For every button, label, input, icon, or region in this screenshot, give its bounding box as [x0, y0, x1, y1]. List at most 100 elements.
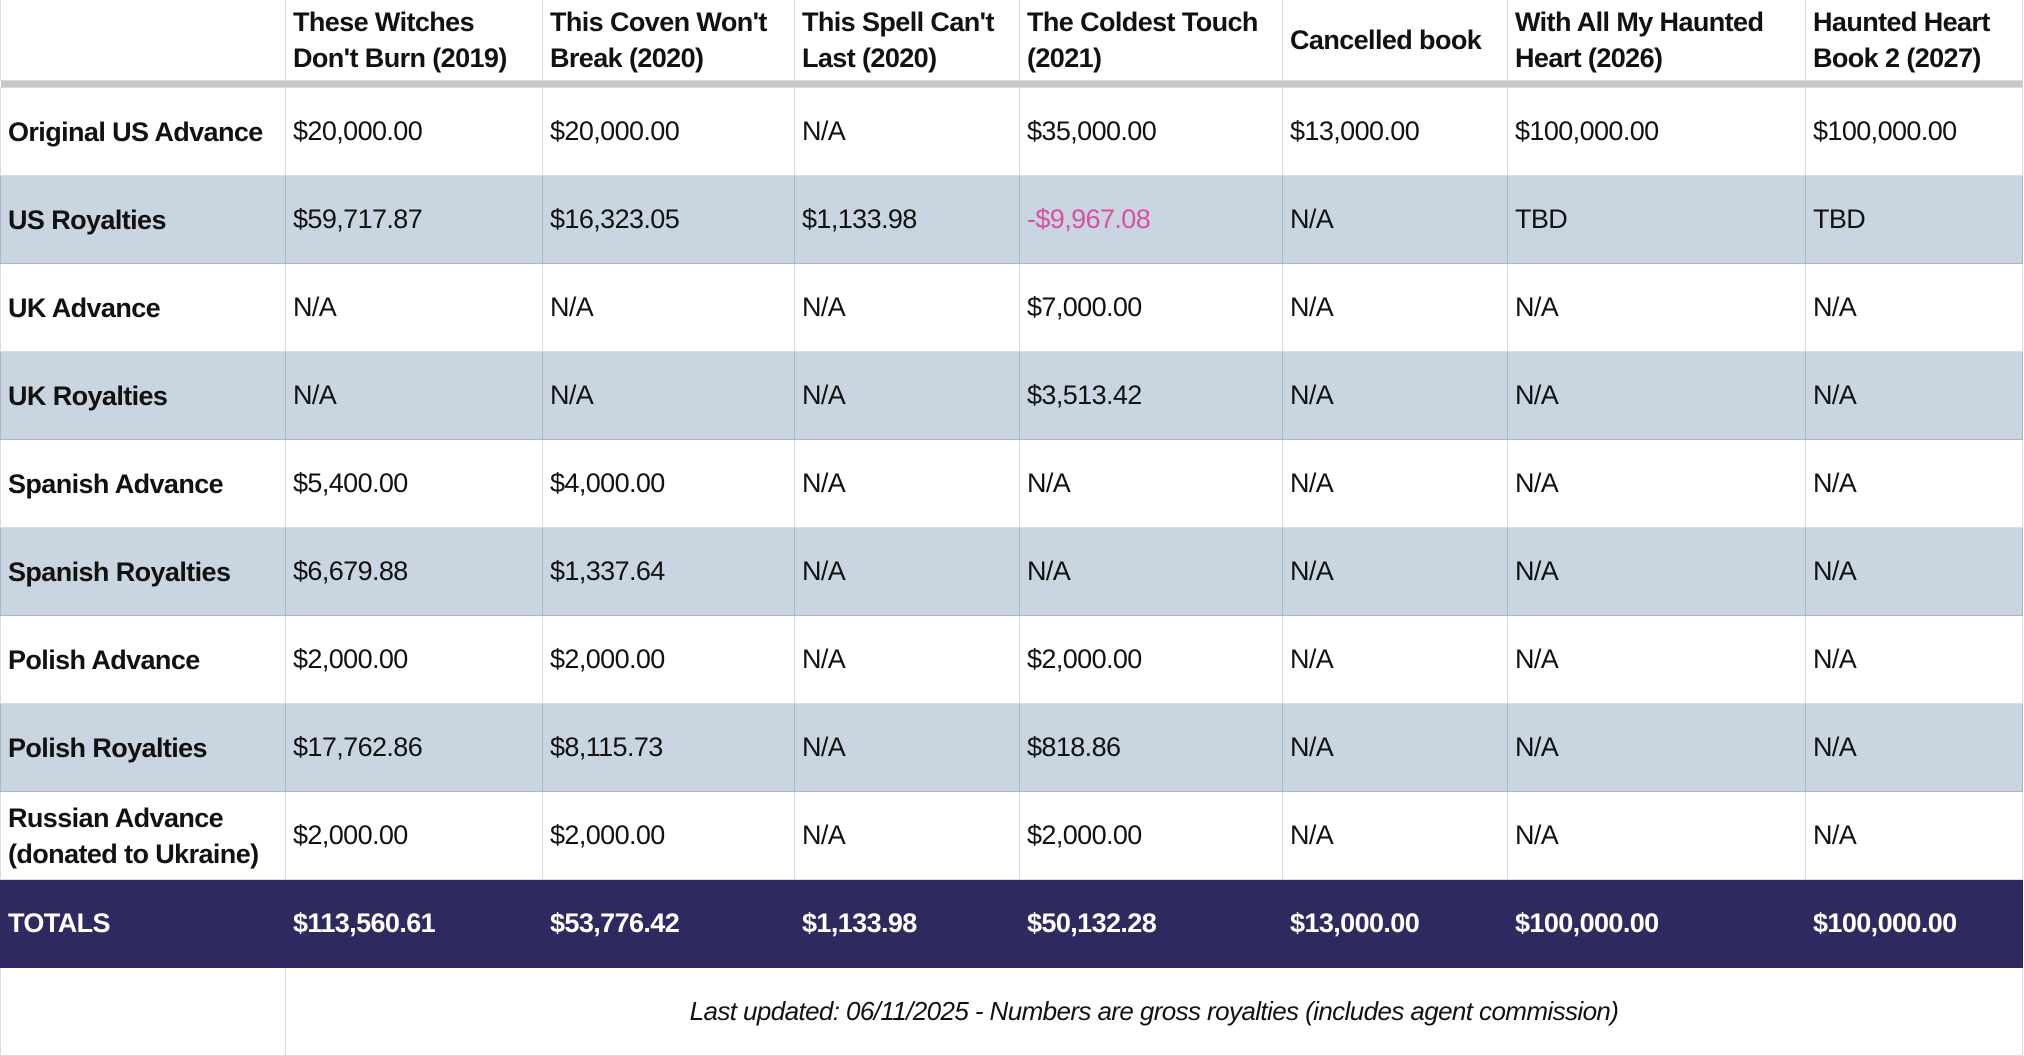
table-cell: N/A: [542, 263, 795, 352]
table-cell: $2,000.00: [1019, 615, 1283, 704]
table-cell: N/A: [1282, 615, 1508, 704]
table-cell: N/A: [794, 87, 1020, 176]
table-cell: $17,762.86: [285, 703, 543, 792]
table-cell: $2,000.00: [542, 791, 795, 880]
table-cell: N/A: [794, 263, 1020, 352]
table-cell: TBD: [1805, 175, 2023, 264]
corner-header: [0, 0, 286, 81]
table-cell: $3,513.42: [1019, 351, 1283, 440]
last-updated-note: Last updated: 06/11/2025 - Numbers are g…: [285, 967, 2023, 1056]
table-cell: $6,679.88: [285, 527, 543, 616]
table-cell: N/A: [1805, 703, 2023, 792]
row-label: Spanish Royalties: [0, 527, 286, 616]
total-cell: $1,133.98: [794, 879, 1020, 968]
table-cell: N/A: [1282, 351, 1508, 440]
column-header: This Coven Won't Break (2020): [542, 0, 795, 81]
table-cell: N/A: [794, 527, 1020, 616]
table-row: Original US Advance $20,000.00 $20,000.00 N…: [0, 87, 2023, 176]
totals-label: TOTALS: [0, 879, 286, 968]
row-label: Spanish Advance: [0, 439, 286, 528]
table-row: Polish Advance $2,000.00 $2,000.00 N/A $2,00…: [0, 615, 2023, 704]
table-cell: $20,000.00: [285, 87, 543, 176]
row-label: Russian Advance (donated to Ukraine): [0, 791, 286, 880]
table-cell: N/A: [1282, 263, 1508, 352]
table-row: Russian Advance (donated to Ukraine) $2,0…: [0, 791, 2023, 880]
total-cell: $13,000.00: [1282, 879, 1508, 968]
table-cell: $8,115.73: [542, 703, 795, 792]
table-cell: N/A: [794, 791, 1020, 880]
table-cell: N/A: [1282, 527, 1508, 616]
table-cell: N/A: [1805, 439, 2023, 528]
table-cell: N/A: [794, 703, 1020, 792]
table-row: Spanish Advance $5,400.00 $4,000.00 N/A N/A N…: [0, 439, 2023, 528]
column-header: These Witches Don't Burn (2019): [285, 0, 543, 81]
table-cell: $2,000.00: [542, 615, 795, 704]
table-cell: N/A: [1507, 615, 1806, 704]
row-label: Polish Advance: [0, 615, 286, 704]
table-cell: TBD: [1507, 175, 1806, 264]
table-cell: N/A: [1282, 791, 1508, 880]
column-header: This Spell Can't Last (2020): [794, 0, 1020, 81]
footer-empty-cell: [0, 967, 286, 1056]
table-cell: $2,000.00: [1019, 791, 1283, 880]
table-cell: $2,000.00: [285, 615, 543, 704]
row-label: UK Royalties: [0, 351, 286, 440]
column-header: Haunted Heart Book 2 (2027): [1805, 0, 2023, 81]
table-cell: $2,000.00: [285, 791, 543, 880]
column-header: With All My Haunted Heart (2026): [1507, 0, 1806, 81]
table-cell: -$9,967.08: [1019, 175, 1283, 264]
column-header: Cancelled book: [1282, 0, 1508, 81]
table-cell: $818.86: [1019, 703, 1283, 792]
header-row: These Witches Don't Burn (2019) This Cove…: [0, 0, 2023, 81]
table-cell: N/A: [1805, 615, 2023, 704]
table-cell: N/A: [1507, 791, 1806, 880]
table-cell: N/A: [1507, 263, 1806, 352]
row-label: UK Advance: [0, 263, 286, 352]
total-cell: $50,132.28: [1019, 879, 1283, 968]
table-cell: N/A: [1805, 791, 2023, 880]
table-cell: N/A: [1805, 527, 2023, 616]
header-separator: [0, 80, 2023, 88]
separator-cell: [0, 80, 2023, 88]
table-cell: N/A: [1282, 703, 1508, 792]
table-cell: N/A: [1507, 703, 1806, 792]
table-cell: $59,717.87: [285, 175, 543, 264]
row-label: US Royalties: [0, 175, 286, 264]
row-label: Original US Advance: [0, 87, 286, 176]
total-cell: $100,000.00: [1507, 879, 1806, 968]
table-row: UK Advance N/A N/A N/A $7,000.00 N/A N/A N/A: [0, 263, 2023, 352]
table-cell: $20,000.00: [542, 87, 795, 176]
table-cell: N/A: [1805, 351, 2023, 440]
table-cell: N/A: [1282, 175, 1508, 264]
table-cell: N/A: [794, 439, 1020, 528]
table-cell: $100,000.00: [1507, 87, 1806, 176]
column-header: The Coldest Touch (2021): [1019, 0, 1283, 81]
table-cell: $1,133.98: [794, 175, 1020, 264]
table-cell: N/A: [542, 351, 795, 440]
table-cell: N/A: [1507, 351, 1806, 440]
table-cell: N/A: [285, 351, 543, 440]
row-label: Polish Royalties: [0, 703, 286, 792]
table-cell: N/A: [794, 615, 1020, 704]
totals-row: TOTALS $113,560.61 $53,776.42 $1,133.98 $50,…: [0, 879, 2023, 968]
table-row: Spanish Royalties $6,679.88 $1,337.64 N/A N/…: [0, 527, 2023, 616]
table-cell: $4,000.00: [542, 439, 795, 528]
table-cell: $35,000.00: [1019, 87, 1283, 176]
table-cell: $5,400.00: [285, 439, 543, 528]
table-cell: N/A: [1507, 439, 1806, 528]
table-cell: N/A: [1507, 527, 1806, 616]
footer-row: Last updated: 06/11/2025 - Numbers are g…: [0, 967, 2023, 1056]
total-cell: $53,776.42: [542, 879, 795, 968]
table-cell: N/A: [1805, 263, 2023, 352]
table-row: Polish Royalties $17,762.86 $8,115.73 N/A $8…: [0, 703, 2023, 792]
table-cell: N/A: [794, 351, 1020, 440]
table-cell: $7,000.00: [1019, 263, 1283, 352]
table-cell: N/A: [1282, 439, 1508, 528]
table-cell: N/A: [1019, 527, 1283, 616]
table-cell: $1,337.64: [542, 527, 795, 616]
total-cell: $113,560.61: [285, 879, 543, 968]
table-row: US Royalties $59,717.87 $16,323.05 $1,133.9…: [0, 175, 2023, 264]
table-cell: $100,000.00: [1805, 87, 2023, 176]
table-cell: $16,323.05: [542, 175, 795, 264]
